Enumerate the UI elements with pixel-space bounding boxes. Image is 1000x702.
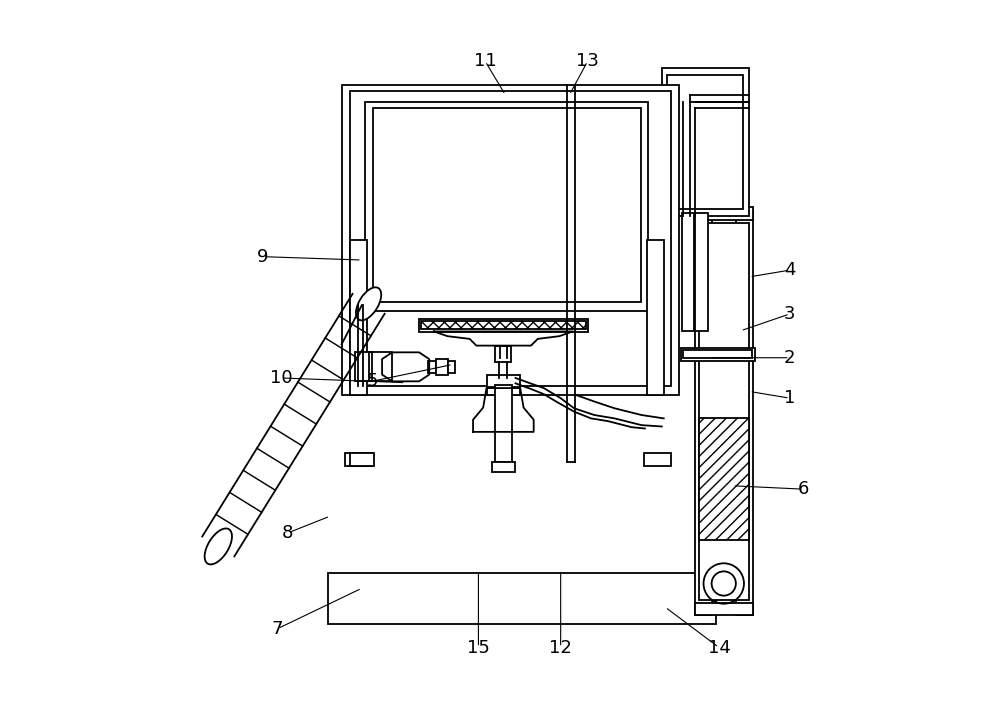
Bar (436, 359, 448, 376)
Bar (421, 321, 586, 329)
Bar (365, 102, 648, 310)
Bar (355, 352, 372, 381)
Text: 7: 7 (272, 620, 283, 637)
Bar (419, 319, 588, 332)
Bar (695, 603, 753, 615)
Bar (487, 387, 520, 395)
Bar (345, 453, 372, 465)
Bar (350, 91, 671, 386)
Bar (487, 375, 520, 388)
Bar (328, 574, 716, 624)
Text: 11: 11 (474, 52, 497, 70)
Text: 12: 12 (549, 639, 572, 656)
Bar (695, 208, 753, 220)
Bar (736, 211, 753, 615)
Bar (492, 461, 515, 472)
Text: 3: 3 (784, 305, 796, 323)
Bar (683, 350, 752, 359)
Bar (350, 240, 367, 395)
Bar (495, 345, 511, 362)
Bar (699, 223, 749, 600)
Bar (667, 74, 743, 209)
Bar (495, 385, 512, 462)
Bar (695, 213, 708, 331)
Text: 4: 4 (784, 261, 796, 279)
Bar (699, 418, 749, 540)
Bar (644, 453, 671, 465)
Text: 9: 9 (257, 248, 269, 265)
Bar (350, 453, 374, 465)
Bar (342, 85, 679, 395)
Bar (428, 361, 436, 373)
Text: 1: 1 (784, 389, 795, 407)
Text: 8: 8 (282, 524, 293, 542)
Ellipse shape (205, 529, 232, 564)
Text: 15: 15 (467, 639, 490, 656)
Bar (373, 108, 641, 303)
Text: 14: 14 (708, 639, 730, 656)
Ellipse shape (356, 287, 381, 320)
Text: 6: 6 (798, 480, 809, 498)
Bar (695, 211, 712, 615)
Bar (681, 347, 755, 361)
Bar (662, 68, 749, 216)
Text: 10: 10 (270, 369, 292, 387)
Text: 5: 5 (366, 372, 378, 390)
Bar (682, 213, 694, 331)
Bar (647, 240, 664, 395)
Bar (448, 361, 455, 373)
Text: 2: 2 (784, 349, 796, 366)
Text: 13: 13 (576, 52, 599, 70)
